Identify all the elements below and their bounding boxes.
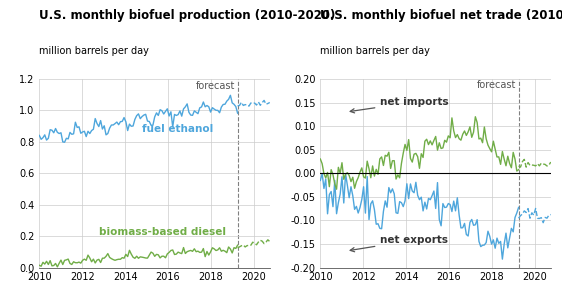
Text: million barrels per day: million barrels per day: [320, 46, 430, 56]
Text: forecast: forecast: [196, 81, 235, 91]
Text: biomass-based diesel: biomass-based diesel: [99, 226, 226, 237]
Text: million barrels per day: million barrels per day: [39, 46, 149, 56]
Text: U.S. monthly biofuel production (2010-2020): U.S. monthly biofuel production (2010-20…: [39, 9, 336, 22]
Text: U.S. monthly biofuel net trade (2010-2020): U.S. monthly biofuel net trade (2010-202…: [320, 9, 562, 22]
Text: net imports: net imports: [350, 97, 449, 113]
Text: forecast: forecast: [477, 80, 516, 89]
Text: fuel ethanol: fuel ethanol: [142, 124, 214, 134]
Text: net exports: net exports: [350, 235, 448, 252]
